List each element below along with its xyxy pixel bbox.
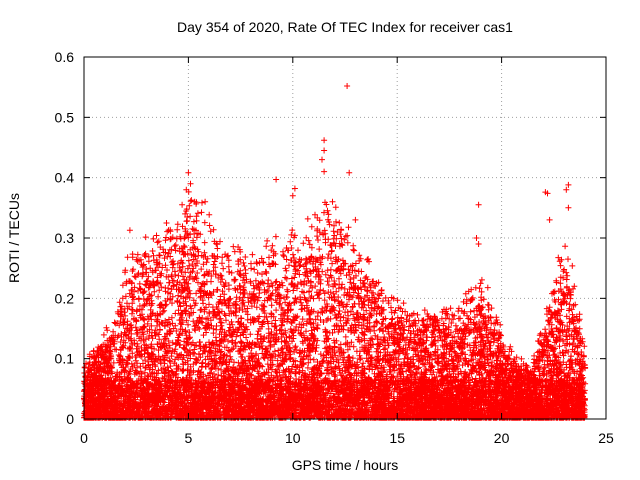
y-tick-label: 0.6 — [55, 49, 75, 65]
x-axis-label: GPS time / hours — [292, 457, 399, 473]
x-tick-label: 25 — [598, 430, 614, 446]
x-tick-labels: 0 5 10 15 20 25 — [80, 430, 614, 446]
y-tick-label: 0 — [66, 411, 74, 427]
y-tick-label: 0.3 — [55, 230, 75, 246]
data-points — [81, 83, 589, 421]
x-tick-label: 0 — [80, 430, 88, 446]
y-tick-label: 0.5 — [55, 109, 75, 125]
chart-title: Day 354 of 2020, Rate Of TEC Index for r… — [177, 19, 513, 35]
y-tick-labels: 0 0.1 0.2 0.3 0.4 0.5 0.6 — [55, 49, 75, 427]
y-tick-label: 0.1 — [55, 351, 75, 367]
grid-lines — [84, 57, 606, 419]
scatter-plus-markers — [81, 83, 589, 421]
y-tick-label: 0.4 — [55, 170, 75, 186]
x-tick-label: 20 — [494, 430, 510, 446]
y-tick-label: 0.2 — [55, 290, 75, 306]
y-axis-label: ROTI / TECUs — [6, 193, 22, 283]
x-tick-label: 5 — [185, 430, 193, 446]
axis-ticks — [83, 56, 607, 420]
x-tick-label: 10 — [285, 430, 301, 446]
x-tick-label: 15 — [389, 430, 405, 446]
